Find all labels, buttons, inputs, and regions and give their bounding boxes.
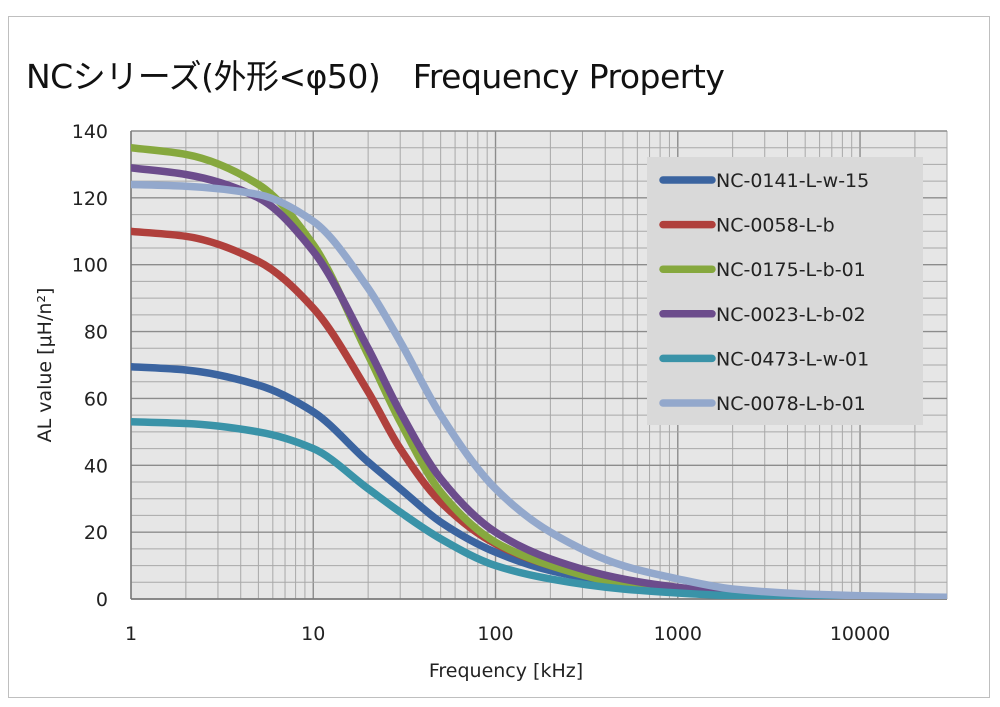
- tick-labels: 1 10 100 1000 10000 0 20 40 60 80 100 120 140: [72, 121, 891, 645]
- y-axis-title: AL value [μH/n²]: [34, 288, 56, 443]
- legend-label: NC-0141-L-w-15: [716, 170, 869, 192]
- legend: NC-0141-L-w-15 NC-0058-L-b NC-0175-L-b-01 N…: [647, 157, 923, 425]
- legend-box: [647, 157, 923, 425]
- legend-label: NC-0023-L-b-02: [716, 304, 866, 326]
- y-tick-label: 80: [84, 322, 108, 344]
- x-tick-label: 1: [125, 623, 137, 645]
- y-tick-label: 140: [72, 121, 108, 143]
- x-tick-label: 10: [301, 623, 325, 645]
- y-tick-label: 20: [84, 522, 108, 544]
- y-tick-label: 40: [84, 455, 108, 477]
- legend-label: NC-0473-L-w-01: [716, 348, 869, 370]
- x-tick-label: 100: [477, 623, 513, 645]
- series-line-6: [131, 180, 947, 599]
- x-axis-title: Frequency [kHz]: [429, 660, 583, 682]
- legend-label: NC-0175-L-b-01: [716, 259, 866, 281]
- y-tick-label: 0: [96, 589, 108, 611]
- series-layer: [131, 143, 947, 599]
- x-tick-label: 1000: [654, 623, 702, 645]
- y-tick-label: 100: [72, 255, 108, 277]
- legend-label: NC-0058-L-b: [716, 215, 835, 237]
- chart-title: NCシリーズ(外形<φ50) Frequency Property: [26, 57, 725, 96]
- x-tick-label: 10000: [830, 623, 890, 645]
- y-tick-label: 120: [72, 188, 108, 210]
- y-tick-label: 60: [84, 388, 108, 410]
- legend-label: NC-0078-L-b-01: [716, 393, 866, 415]
